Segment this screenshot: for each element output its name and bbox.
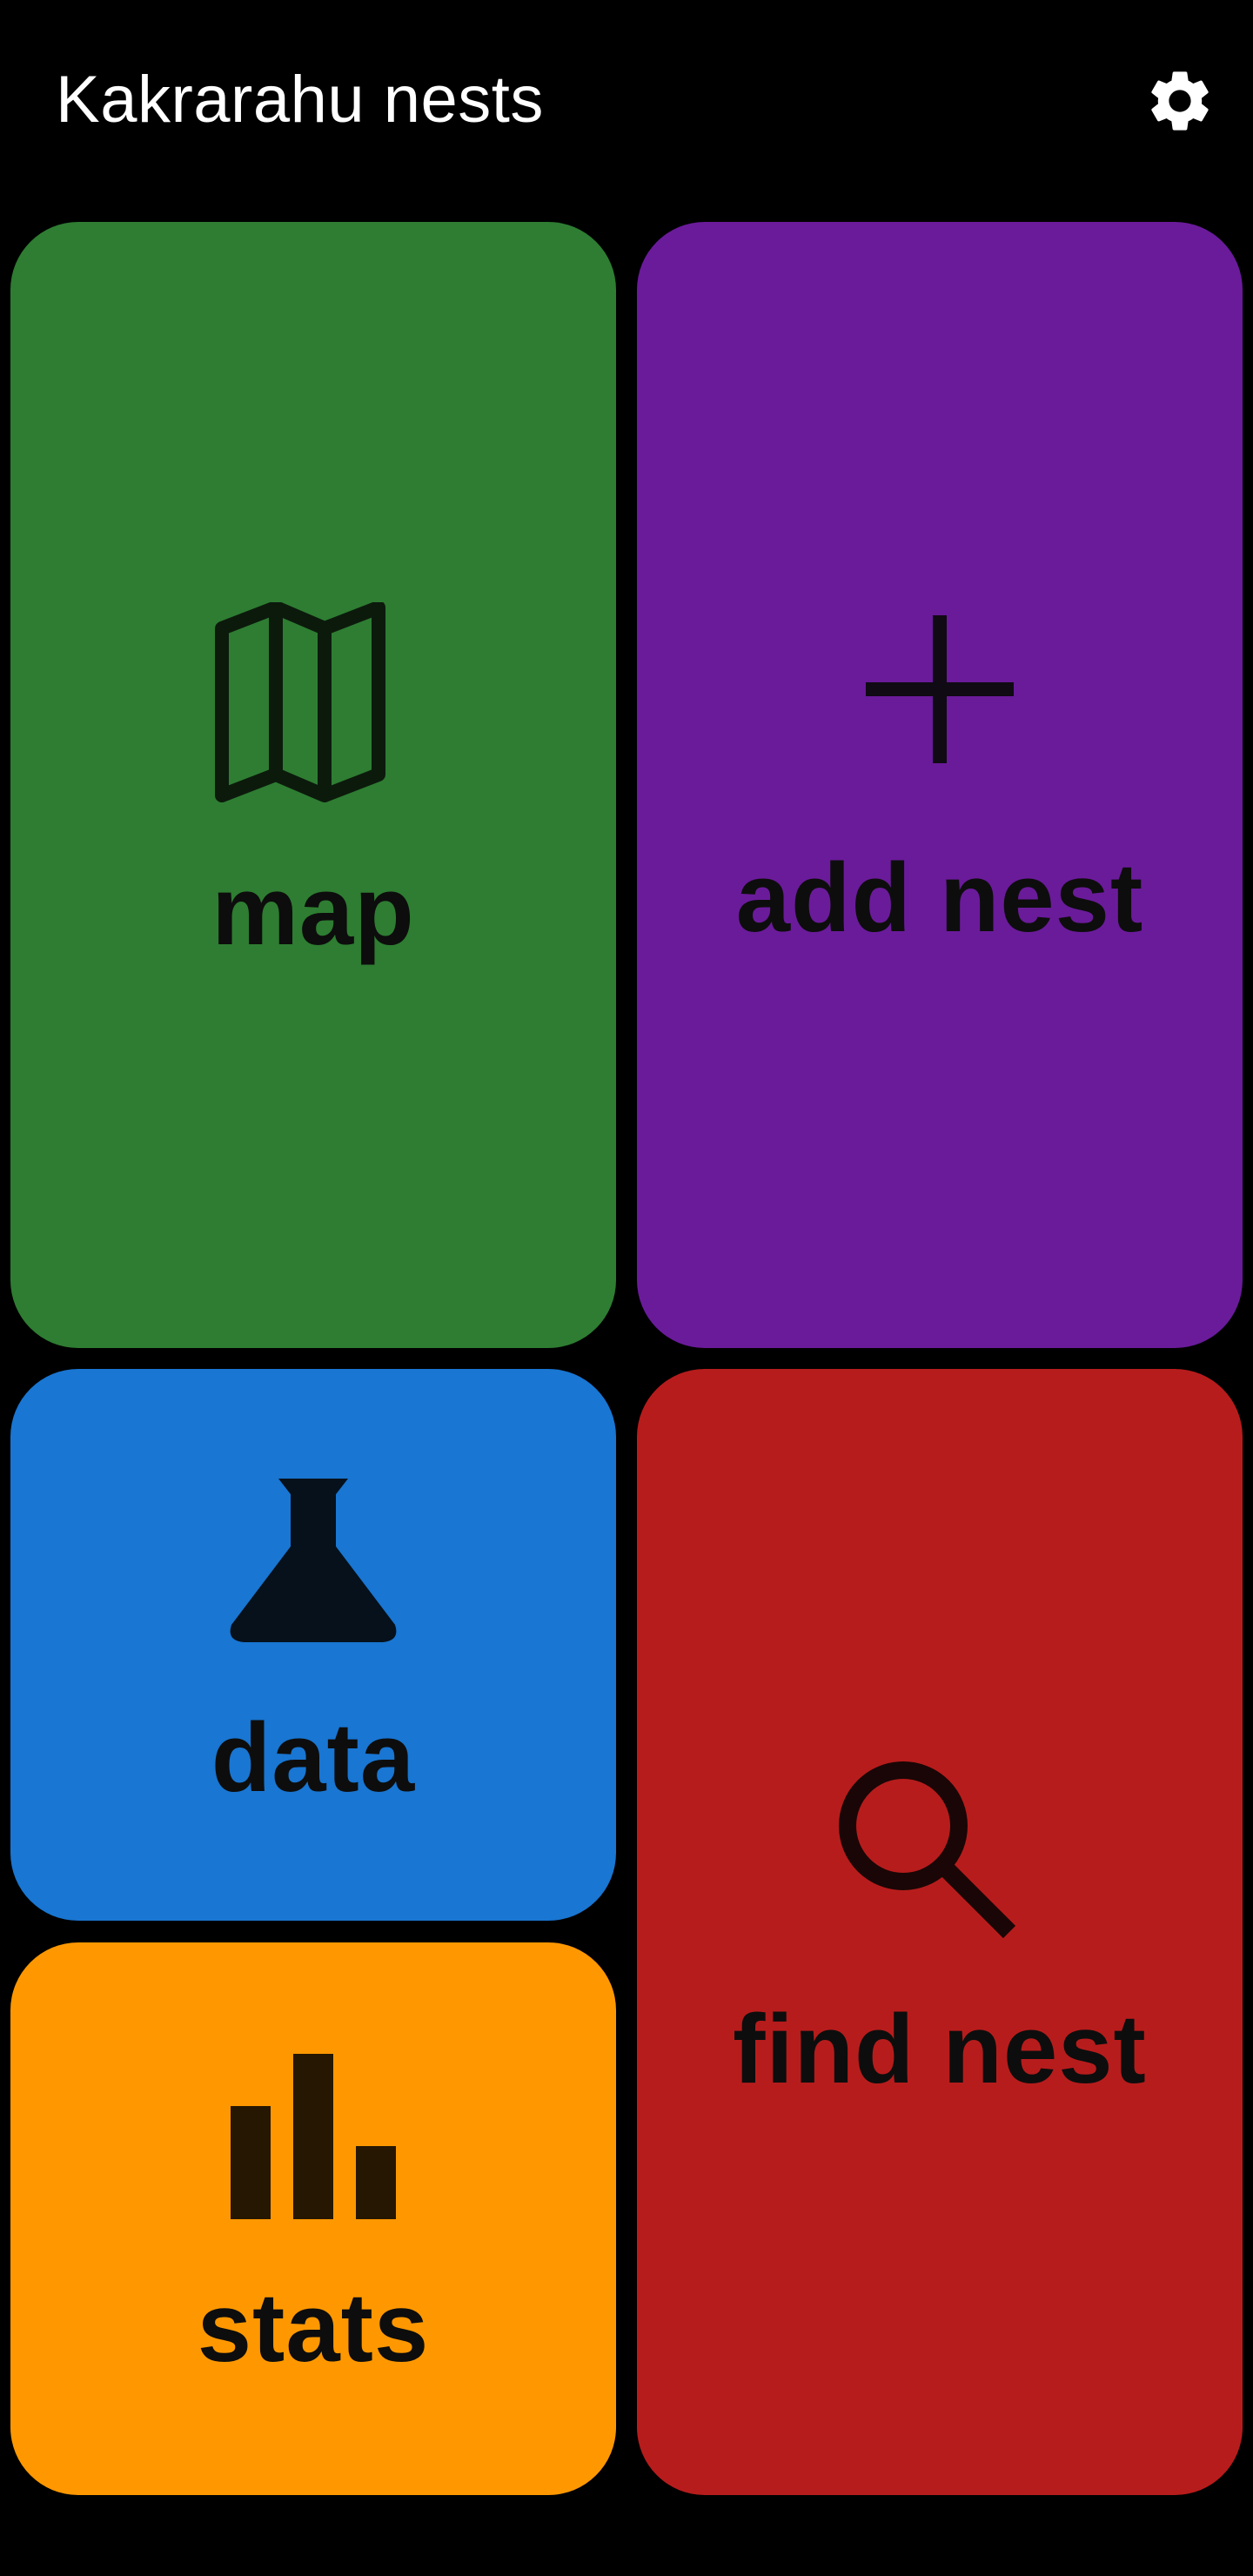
- stats-label: stats: [197, 2272, 430, 2382]
- find-nest-label: find nest: [733, 1995, 1147, 2103]
- app-bar: Kakrarahu nests: [0, 0, 1253, 200]
- settings-button[interactable]: [1138, 59, 1222, 143]
- map-tile[interactable]: map: [10, 222, 616, 1348]
- flask-icon: [230, 1479, 397, 1642]
- find-nest-tile[interactable]: find nest: [637, 1369, 1243, 2495]
- add-nest-tile[interactable]: add nest: [637, 222, 1243, 1348]
- data-tile[interactable]: data: [10, 1369, 616, 1921]
- gear-icon: [1151, 71, 1209, 131]
- map-label: map: [211, 856, 415, 965]
- search-icon: [839, 1761, 1016, 1939]
- stats-tile[interactable]: stats: [10, 1942, 616, 2495]
- add-nest-label: add nest: [735, 843, 1144, 952]
- plus-icon: [866, 615, 1014, 763]
- data-label: data: [211, 1703, 416, 1812]
- bar-chart-icon: [231, 2053, 396, 2219]
- app-title: Kakrarahu nests: [56, 63, 544, 137]
- map-icon: [215, 602, 385, 802]
